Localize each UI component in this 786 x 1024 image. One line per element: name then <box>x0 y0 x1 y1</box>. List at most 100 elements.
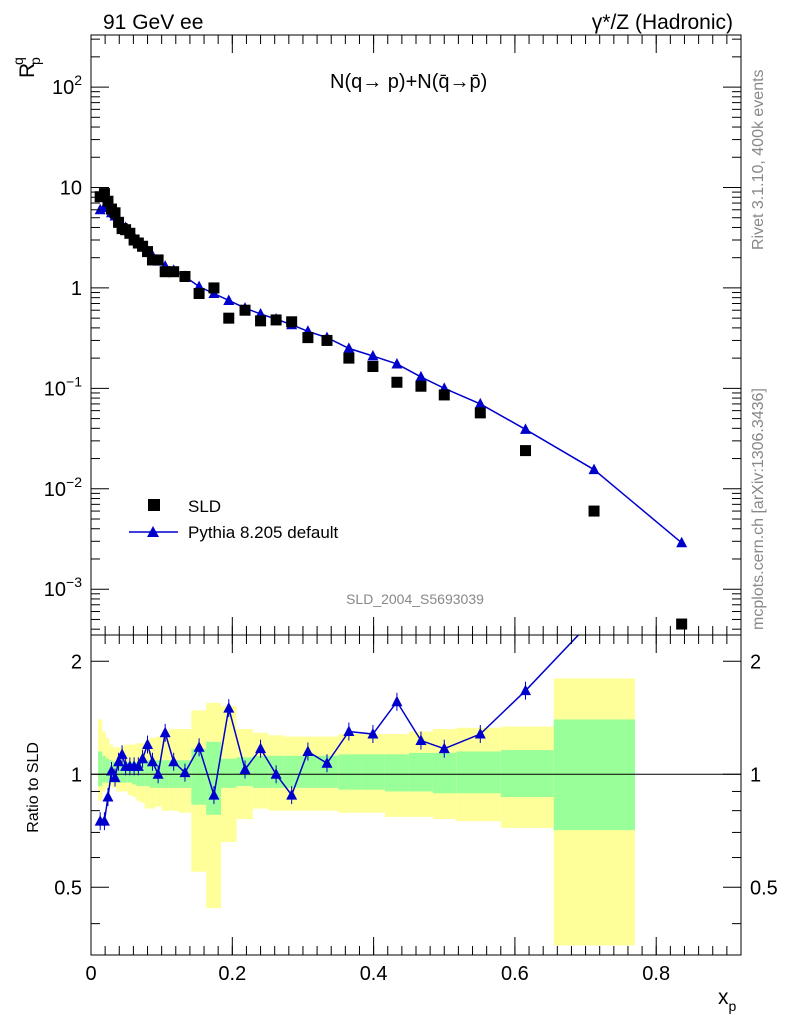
mc-point <box>415 370 427 382</box>
y-tick-label-main: 10−2 <box>44 474 82 501</box>
y-tick-exponent: 2 <box>74 72 82 88</box>
y-tick-label-ratio-right: 2 <box>750 651 761 673</box>
data-point <box>98 188 110 200</box>
band-inner-bin <box>119 761 124 783</box>
y-tick-exponent: −1 <box>66 373 82 389</box>
y-tick-label-ratio-right: 1 <box>750 764 761 786</box>
mc-point <box>223 294 235 305</box>
x-axis-label: xp <box>718 986 737 1014</box>
data-point <box>124 227 136 239</box>
data-point <box>255 315 267 327</box>
ratio-point <box>520 684 532 696</box>
mc-point <box>588 463 600 475</box>
y-tick-label-ratio-left: 0.5 <box>54 877 82 899</box>
mc-point <box>474 397 486 409</box>
ratio-clipped-group <box>94 635 580 831</box>
ratio-point <box>132 760 144 771</box>
side-text-bottom: mcplots.cern.ch [arXiv:1306.3436] <box>750 388 767 630</box>
y-tick-label-main: 10 <box>60 178 82 200</box>
data-point <box>343 352 355 364</box>
data-point <box>676 618 688 630</box>
ratio-point <box>239 763 251 774</box>
header-right: γ*/Z (Hadronic) <box>592 11 733 34</box>
ratio-bands <box>98 678 636 946</box>
ratio-point <box>142 738 154 750</box>
band-inner-bin <box>338 754 362 790</box>
ratio-point <box>223 702 235 713</box>
x-tick-label: 0.2 <box>218 963 246 985</box>
ratio-point <box>168 755 180 767</box>
band-inner-bin <box>102 755 106 783</box>
legend: SLD Pythia 8.205 default <box>129 497 339 542</box>
x-axis-label-base: x <box>718 986 729 1009</box>
ratio-point <box>146 755 158 767</box>
mc-line <box>99 206 683 544</box>
data-point <box>102 195 114 207</box>
main-plot-frame <box>90 34 742 636</box>
x-tick-label: 0 <box>85 963 96 985</box>
ratio-point <box>343 725 355 737</box>
mc-series-ratio <box>94 635 580 831</box>
y-tick-base: 10 <box>44 378 66 400</box>
data-point <box>193 288 205 300</box>
y-axis-label-main: R q p <box>10 57 43 78</box>
data-point <box>474 407 486 419</box>
band-inner-bin <box>456 751 501 794</box>
ratio-point <box>102 790 114 802</box>
ratio-point <box>474 728 486 739</box>
data-point <box>286 316 298 328</box>
y-tick-label-ratio-left: 1 <box>71 764 82 786</box>
ratio-point <box>193 741 205 752</box>
mc-point <box>391 357 403 369</box>
y-tick-label-main: 1 <box>71 278 82 300</box>
band-inner-bin <box>408 752 433 792</box>
data-point <box>367 361 379 373</box>
analysis-label: SLD_2004_S5693039 <box>346 591 484 607</box>
data-point <box>179 270 191 282</box>
band-inner-bin <box>221 758 237 788</box>
data-point <box>113 216 125 228</box>
data-point <box>270 314 282 326</box>
data-point <box>146 254 158 266</box>
ratio-point <box>113 755 125 767</box>
data-point <box>223 312 235 324</box>
formula-annotation: N(q→ p)+N(q̄→p̄) <box>330 71 487 93</box>
y-tick-label-ratio-right: 0.5 <box>750 877 778 899</box>
data-point <box>109 207 121 219</box>
y-axis-label-main-base: R <box>16 63 39 78</box>
ratio-point <box>321 757 333 768</box>
ratio-point <box>109 771 121 783</box>
ratio-point <box>152 768 164 779</box>
ratio-point <box>286 789 298 800</box>
ratio-point <box>208 789 220 800</box>
ratio-point <box>159 726 171 738</box>
y-tick-base: 1 <box>71 278 82 300</box>
x-tick-label: 0.8 <box>642 963 670 985</box>
y-axis-label-ratio: Ratio to SLD <box>25 742 42 833</box>
band-inner-bin <box>500 750 554 797</box>
y-axis-label-main-sub: p <box>27 57 43 65</box>
x-tick-label: 0.6 <box>501 963 529 985</box>
ratio-point <box>137 752 149 764</box>
ratio-point <box>105 765 117 776</box>
data-point <box>239 304 251 316</box>
band-inner-bin <box>191 748 207 805</box>
ratio-point <box>270 768 282 779</box>
header-left: 91 GeV ee <box>103 11 203 34</box>
y-tick-base: 10 <box>44 579 66 601</box>
data-point <box>152 254 164 266</box>
mc-series-main <box>94 200 688 548</box>
data-point <box>391 376 403 388</box>
ratio-point <box>179 766 191 778</box>
y-tick-base: 10 <box>52 77 74 99</box>
ratio-point <box>391 695 403 707</box>
y-tick-label-main: 102 <box>52 72 82 99</box>
legend-mc-label: Pythia 8.205 default <box>188 523 339 542</box>
data-point <box>438 389 450 401</box>
legend-data-marker <box>148 499 160 511</box>
y-tick-base: 10 <box>44 479 66 501</box>
data-point <box>302 332 314 344</box>
ratio-point <box>438 742 450 754</box>
